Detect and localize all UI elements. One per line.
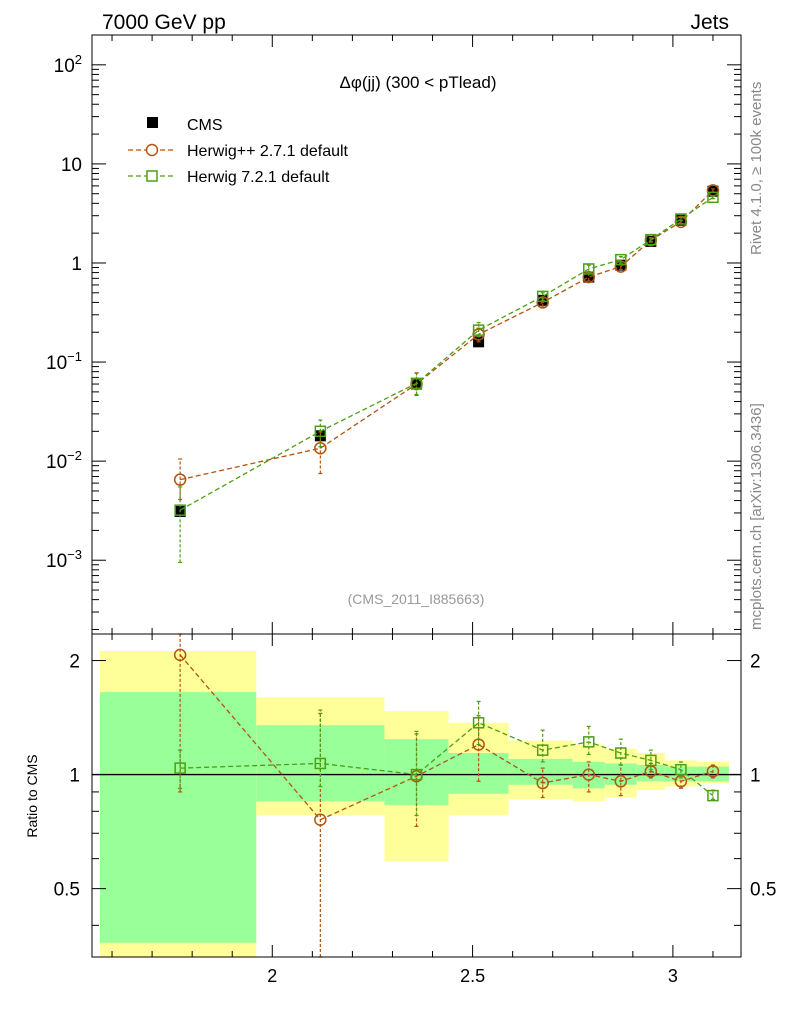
rivet-label: Rivet 4.1.0, ≥ 100k events xyxy=(748,82,765,255)
herwigpp-main-point xyxy=(536,296,549,309)
herwig7-main-point xyxy=(472,324,485,336)
herwig7-ratio-point xyxy=(174,762,186,774)
ratio-bands xyxy=(100,650,729,957)
ratio-y-tick-label-right: 0.5 xyxy=(750,880,776,901)
herwigpp-ratio-point xyxy=(614,775,628,788)
herwig7-ratio-point xyxy=(583,736,595,748)
herwigpp-ratio-point xyxy=(706,765,720,778)
ratio-y-tick-label-right: 2 xyxy=(750,652,761,673)
herwig7-ratio-point xyxy=(645,754,657,767)
herwig7-main-point xyxy=(707,191,719,204)
herwigpp-ratio-point xyxy=(314,813,327,826)
herwig7-main-point xyxy=(645,233,657,246)
herwig7-ratio-point xyxy=(472,717,485,729)
ratio-band-inner xyxy=(100,692,257,943)
legend-marker-herwigpp xyxy=(145,143,159,157)
legend-label-herwigpp: Herwig++ 2.7.1 default xyxy=(187,143,349,160)
herwig7-ratio-point xyxy=(410,768,423,781)
axes-layer: 2 2.5 3 102 10 1 10−1 10−2 10−3 2 2 1 1 0.5 0.5 xyxy=(46,34,776,986)
ratio-y-tick-label-left: 1 xyxy=(69,766,80,787)
main-y-tick-label: 10−2 xyxy=(46,448,82,473)
chart-title: Δφ(jj) (300 < pTlead) xyxy=(339,73,496,92)
herwig7-main-point xyxy=(615,253,627,266)
x-tick-label: 3 xyxy=(668,966,678,986)
main-y-tick-label: 1 xyxy=(71,254,82,275)
main-y-tick-label: 10 xyxy=(61,155,82,176)
ratio-frame xyxy=(91,633,742,958)
herwigpp-main-point xyxy=(173,473,187,486)
legend-label-herwig7: Herwig 7.2.1 default xyxy=(187,169,330,186)
herwig7-ratio-point xyxy=(615,747,627,759)
herwig7-main-point xyxy=(174,504,186,516)
herwig7-main-point xyxy=(410,377,423,390)
header-left: 7000 GeV pp xyxy=(102,11,226,34)
main-y-tick-label: 10−3 xyxy=(46,547,82,572)
herwig7-main-point xyxy=(675,213,687,225)
series-layer xyxy=(92,184,741,958)
herwigpp-ratio-line xyxy=(179,654,714,821)
legend-marker-cms xyxy=(147,117,158,128)
ratio-band-inner xyxy=(664,766,697,782)
cms-data-point xyxy=(583,271,595,283)
x-tick-label: 2.5 xyxy=(460,966,485,986)
ratio-band-inner xyxy=(636,764,665,782)
herwigpp-ratio-point xyxy=(582,768,596,781)
herwigpp-main-point xyxy=(314,441,327,455)
herwig7-main-point xyxy=(314,425,327,438)
analysis-id: (CMS_2011_I885663) xyxy=(348,591,485,607)
herwig7-ratio-point xyxy=(675,763,687,776)
herwig7-ratio-point xyxy=(536,744,549,756)
main-y-tick-label: 10−1 xyxy=(46,349,82,374)
herwig7-main-point xyxy=(583,263,595,275)
header-right: Jets xyxy=(690,11,729,34)
herwig7-main-point xyxy=(536,290,549,303)
herwig7-main-line xyxy=(179,196,714,511)
ratio-y-tick-label-left: 2 xyxy=(69,652,80,673)
ratio-band-inner xyxy=(508,758,573,785)
herwigpp-ratio-point xyxy=(536,776,549,790)
herwig7-ratio-line xyxy=(180,722,714,797)
ratio-band-inner xyxy=(696,766,729,782)
legend-label-cms: CMS xyxy=(187,117,223,134)
herwigpp-ratio-point xyxy=(173,648,187,662)
legend: CMS Herwig++ 2.7.1 default Herwig 7.2.1 … xyxy=(128,117,349,186)
ratio-ylabel: Ratio to CMS xyxy=(24,754,40,837)
main-y-tick-label: 102 xyxy=(54,52,82,77)
ratio-y-tick-label-right: 1 xyxy=(750,766,761,787)
legend-marker-herwig7 xyxy=(146,170,158,182)
herwigpp-main-line xyxy=(179,189,714,481)
herwig7-ratio-point xyxy=(314,757,327,770)
x-tick-label: 2 xyxy=(267,966,277,986)
herwig7-ratio-point xyxy=(707,789,719,802)
ratio-y-tick-label-left: 0.5 xyxy=(54,880,80,901)
source-label: mcplots.cern.ch [arXiv:1306.3436] xyxy=(748,403,765,630)
